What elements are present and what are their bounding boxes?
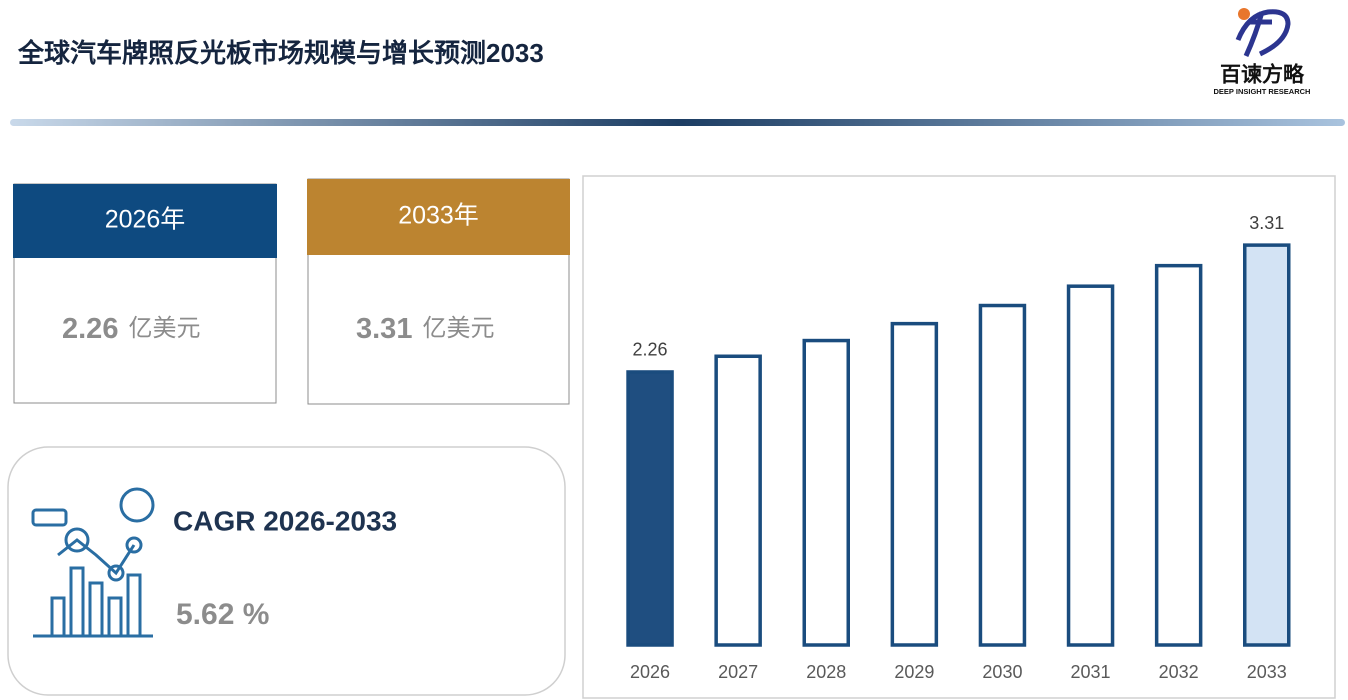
chart-frame <box>582 175 1336 699</box>
bar <box>1066 284 1115 647</box>
card-year: 2033年 <box>398 202 479 230</box>
logo: 百谏方略 DEEP INSIGHT RESEARCH <box>1214 8 1311 96</box>
cards: 2026年 2.26 亿美元 2033年 3.31 亿美元 <box>13 178 570 405</box>
x-tick-label: 2027 <box>718 662 758 682</box>
cagr-value: 5.62 % <box>176 598 269 631</box>
bar <box>1154 263 1203 647</box>
chart: 2026 2.26 2027 2028 2029 2030 2031 2032 2033 3.31 <box>626 213 1291 682</box>
header-rule <box>10 119 1345 126</box>
card-year: 2026年 <box>105 206 186 234</box>
cagr-box <box>7 446 566 696</box>
bar <box>1243 243 1291 647</box>
bar <box>626 370 674 647</box>
x-tick-label: 2030 <box>982 662 1022 682</box>
cagr-icon <box>31 487 155 638</box>
page-title: 全球汽车牌照反光板市场规模与增长预测2033 <box>17 38 544 68</box>
x-tick-label: 2032 <box>1159 662 1199 682</box>
card-unit: 亿美元 <box>422 315 494 342</box>
x-tick-label: 2028 <box>806 662 846 682</box>
card-value: 2.26 亿美元 <box>62 313 200 345</box>
data-label: 3.31 <box>1249 213 1284 233</box>
card-value: 3.31 亿美元 <box>356 313 494 345</box>
x-tick-label: 2033 <box>1247 662 1287 682</box>
data-label: 2.26 <box>633 340 668 360</box>
card-number: 2.26 <box>62 313 118 345</box>
cagr-number: 5.62 <box>176 598 234 631</box>
bar <box>978 303 1027 647</box>
cagr-label: CAGR 2026-2033 <box>173 505 397 536</box>
card-header <box>13 184 277 258</box>
logo-name: 百谏方略 <box>1220 63 1305 87</box>
card-header <box>307 179 570 255</box>
cagr-unit: % <box>243 598 270 631</box>
bar <box>802 338 850 647</box>
bar <box>714 354 762 647</box>
x-tick-label: 2029 <box>894 662 934 682</box>
bar <box>890 321 939 647</box>
x-tick-label: 2031 <box>1071 662 1111 682</box>
card-unit: 亿美元 <box>128 315 200 342</box>
card-number: 3.31 <box>356 313 412 345</box>
x-tick-label: 2026 <box>630 662 670 682</box>
logo-tagline: DEEP INSIGHT RESEARCH <box>1214 87 1311 96</box>
